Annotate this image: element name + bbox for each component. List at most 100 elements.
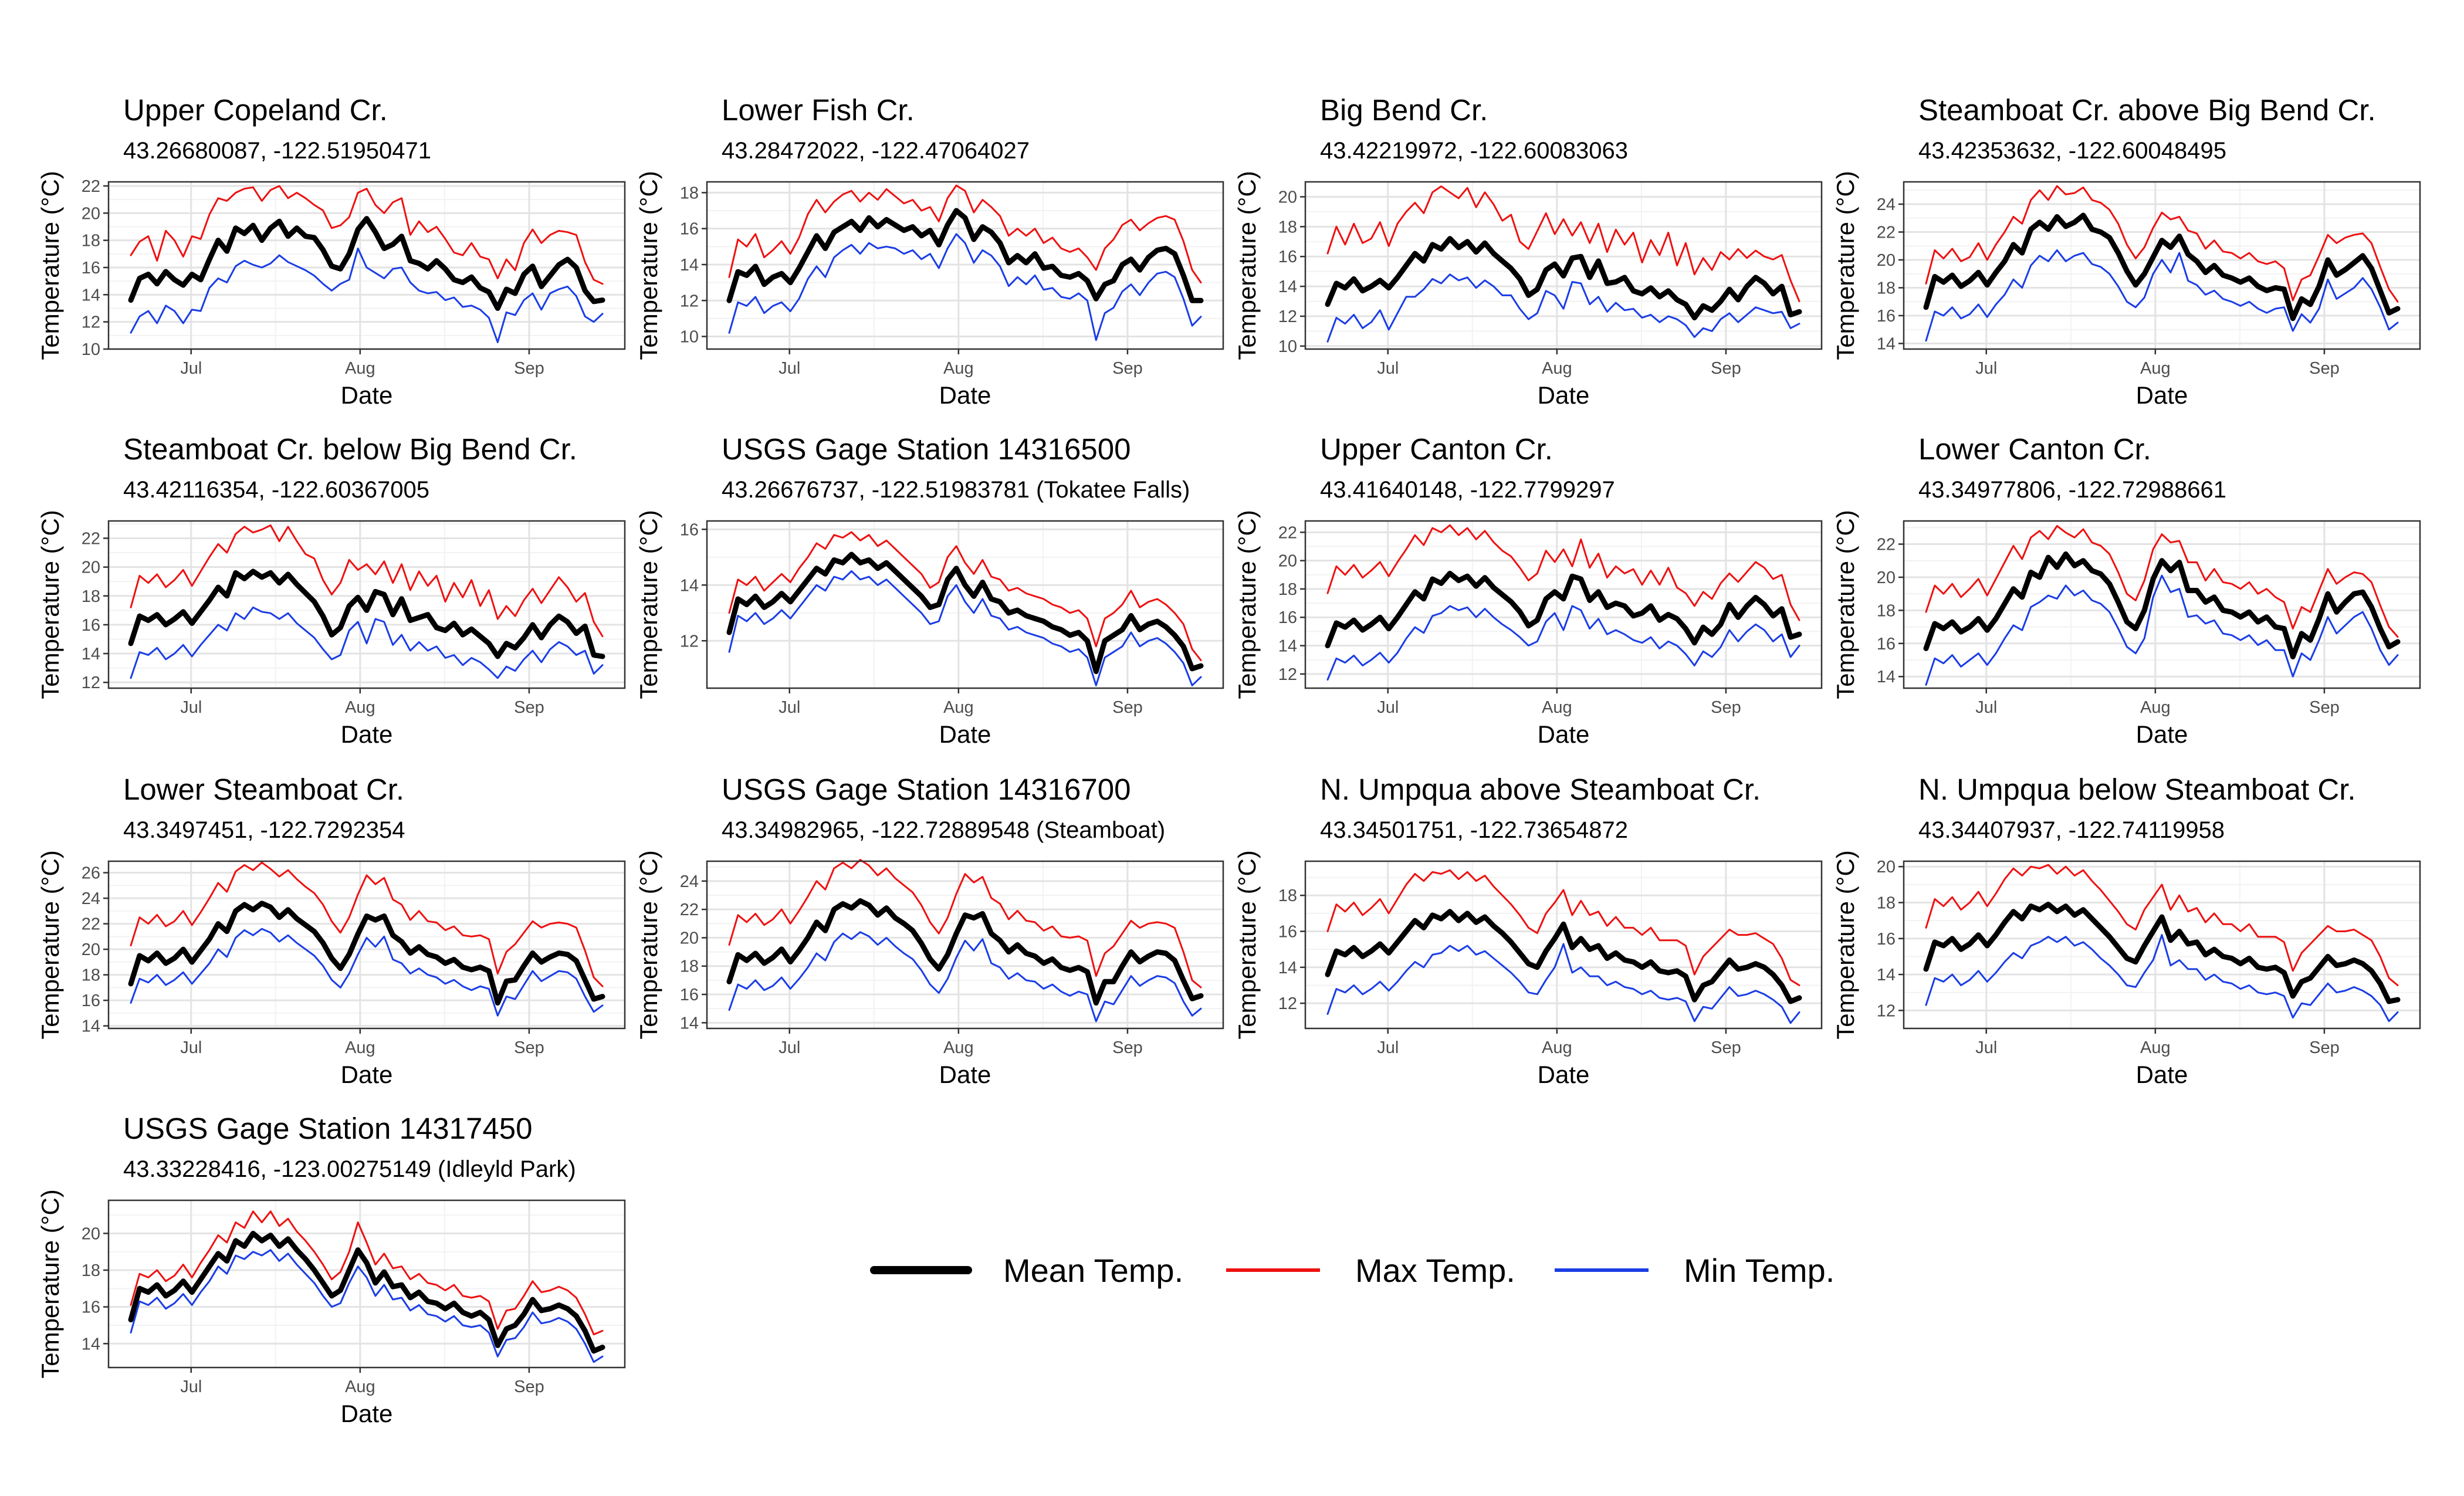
series-line-max bbox=[1925, 525, 2399, 638]
y-tick-label: 16 bbox=[1877, 307, 1896, 326]
series-line-mean bbox=[726, 208, 1204, 303]
series-line-mean bbox=[726, 551, 1204, 674]
y-tick-label: 18 bbox=[680, 184, 699, 202]
y-tick-label: 14 bbox=[1278, 277, 1297, 296]
chart-panel: USGS Gage Station 14317450 43.33228416, -… bbox=[36, 1112, 626, 1427]
plot-frame bbox=[1903, 181, 2421, 350]
plot-frame bbox=[1304, 181, 1823, 350]
legend-label-max: Max Temp. bbox=[1355, 1252, 1515, 1289]
y-tick-label: 24 bbox=[82, 889, 100, 908]
y-tick-label: 22 bbox=[1278, 523, 1297, 542]
y-tick-label: 20 bbox=[680, 929, 699, 947]
y-tick-label: 14 bbox=[82, 286, 100, 304]
series-line-mean bbox=[128, 568, 605, 659]
y-tick-label: 16 bbox=[82, 1298, 100, 1317]
panel-title: USGS Gage Station 14316700 bbox=[722, 773, 1131, 806]
series-line-min bbox=[1925, 249, 2399, 342]
panel-title: Steamboat Cr. below Big Bend Cr. bbox=[123, 432, 577, 466]
x-tick-label: Sep bbox=[2309, 698, 2340, 717]
legend-label-min: Min Temp. bbox=[1684, 1252, 1835, 1289]
x-tick-label: Aug bbox=[2140, 359, 2171, 378]
panel-subtitle: 43.34977806, -122.72988661 bbox=[1918, 477, 2226, 503]
x-tick-label: Jul bbox=[1975, 698, 1997, 717]
grid bbox=[1305, 861, 1822, 1028]
y-tick-label: 16 bbox=[82, 991, 100, 1010]
y-tick-label: 22 bbox=[82, 529, 100, 548]
series-line-min bbox=[130, 928, 604, 1017]
y-tick-label: 10 bbox=[82, 340, 100, 359]
y-tick-label: 24 bbox=[680, 872, 699, 891]
panel-subtitle: 43.42353632, -122.60048495 bbox=[1918, 138, 2226, 164]
y-tick-label: 14 bbox=[82, 645, 100, 664]
y-tick-label: 22 bbox=[82, 915, 100, 934]
x-tick-label: Jul bbox=[180, 698, 202, 717]
y-tick-label: 20 bbox=[1278, 188, 1297, 207]
x-tick-label: Sep bbox=[1711, 698, 1741, 717]
chart-panel: USGS Gage Station 14316500 43.26676737, -… bbox=[635, 432, 1224, 748]
series-line-mean bbox=[1325, 236, 1802, 321]
series-line-mean bbox=[1325, 909, 1802, 1004]
x-axis-title: Date bbox=[341, 1061, 393, 1088]
panel-title: USGS Gage Station 14316500 bbox=[722, 432, 1131, 466]
plot-frame bbox=[1304, 520, 1823, 689]
x-tick-label: Sep bbox=[1112, 359, 1143, 378]
grid bbox=[109, 861, 625, 1028]
y-tick-label: 22 bbox=[82, 177, 100, 196]
grid bbox=[707, 182, 1223, 349]
chart-panel: USGS Gage Station 14316700 43.34982965, -… bbox=[635, 773, 1224, 1088]
chart-panel: Lower Steamboat Cr. 43.3497451, -122.7292… bbox=[36, 773, 626, 1088]
x-tick-label: Jul bbox=[1975, 1038, 1997, 1057]
x-tick-label: Aug bbox=[345, 698, 375, 717]
series-line-max bbox=[130, 1210, 604, 1336]
y-axis-title: Temperature (°C) bbox=[1832, 171, 1859, 360]
y-tick-label: 12 bbox=[680, 632, 699, 651]
x-axis-title: Date bbox=[939, 381, 991, 409]
y-tick-label: 18 bbox=[1278, 886, 1297, 905]
series-line-max bbox=[1326, 524, 1800, 621]
y-tick-label: 20 bbox=[82, 940, 100, 959]
series-line-mean bbox=[1923, 212, 2401, 321]
x-tick-label: Aug bbox=[1542, 698, 1572, 717]
x-tick-label: Aug bbox=[345, 1038, 375, 1057]
x-axis-title: Date bbox=[2136, 1061, 2188, 1088]
x-tick-label: Aug bbox=[1542, 359, 1572, 378]
y-tick-label: 18 bbox=[1877, 279, 1896, 298]
chart-panel: Lower Fish Cr. 43.28472022, -122.47064027… bbox=[635, 93, 1224, 409]
chart-panel: Steamboat Cr. above Big Bend Cr. 43.42353… bbox=[1832, 93, 2421, 409]
y-tick-label: 18 bbox=[1278, 218, 1297, 236]
chart-panel: N. Umpqua below Steamboat Cr. 43.34407937… bbox=[1832, 773, 2421, 1088]
y-tick-label: 16 bbox=[1278, 608, 1297, 627]
panel-subtitle: 43.3497451, -122.7292354 bbox=[123, 817, 405, 843]
series-line-max bbox=[1326, 185, 1800, 303]
series-line-mean bbox=[128, 216, 605, 311]
x-tick-label: Aug bbox=[345, 1377, 375, 1396]
panel-subtitle: 43.26676737, -122.51983781 (Tokatee Fall… bbox=[722, 477, 1190, 503]
series-line-max bbox=[1925, 185, 2399, 303]
plot-frame bbox=[107, 860, 626, 1030]
y-tick-label: 12 bbox=[1278, 994, 1297, 1013]
panel-title: Upper Copeland Cr. bbox=[123, 93, 388, 127]
y-tick-label: 12 bbox=[82, 673, 100, 692]
y-tick-label: 12 bbox=[82, 313, 100, 332]
panel-title: Lower Steamboat Cr. bbox=[123, 773, 404, 806]
y-tick-label: 16 bbox=[680, 520, 699, 539]
x-tick-label: Sep bbox=[1711, 1038, 1741, 1057]
x-tick-label: Sep bbox=[2309, 1038, 2340, 1057]
x-tick-label: Jul bbox=[1377, 1038, 1399, 1057]
x-tick-label: Aug bbox=[943, 698, 974, 717]
x-tick-label: Jul bbox=[779, 359, 800, 378]
y-tick-label: 14 bbox=[1877, 668, 1896, 686]
y-tick-label: 16 bbox=[680, 986, 699, 1004]
x-tick-label: Aug bbox=[943, 1038, 974, 1057]
x-tick-label: Sep bbox=[1112, 1038, 1143, 1057]
series-line-min bbox=[130, 606, 604, 679]
y-axis-title: Temperature (°C) bbox=[36, 850, 64, 1040]
series-line-min bbox=[1326, 273, 1800, 343]
legend-label-mean: Mean Temp. bbox=[1003, 1252, 1183, 1289]
y-tick-label: 26 bbox=[82, 864, 100, 883]
x-axis-title: Date bbox=[1538, 381, 1590, 409]
chart-panel: Big Bend Cr. 43.42219972, -122.60083063 10… bbox=[1233, 93, 1823, 409]
chart-panel: Lower Canton Cr. 43.34977806, -122.729886… bbox=[1832, 432, 2421, 748]
panel-subtitle: 43.41640148, -122.7799297 bbox=[1320, 477, 1615, 503]
